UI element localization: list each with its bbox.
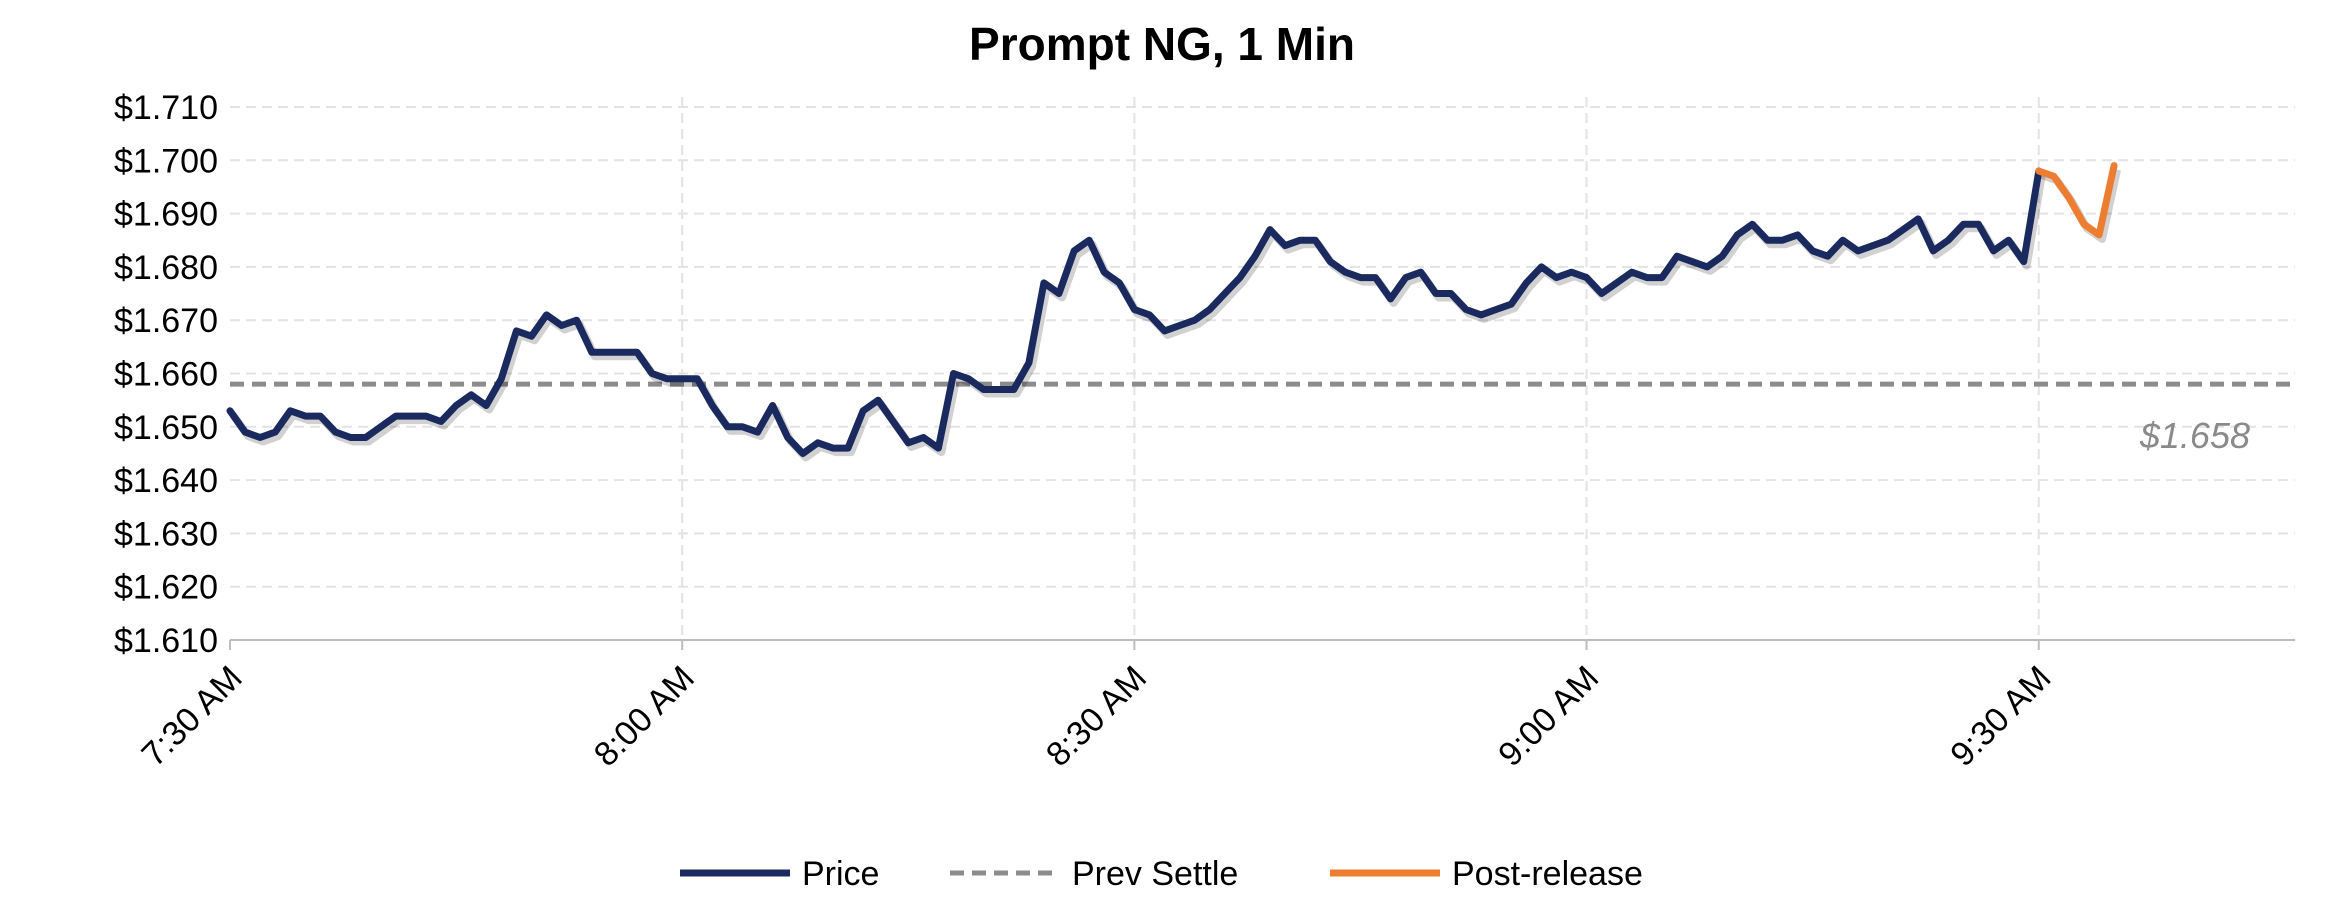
y-tick-label: $1.660	[114, 356, 218, 394]
x-tick-label: 8:30 AM	[1039, 659, 1154, 774]
post-release-series-line	[2035, 162, 2118, 239]
axes: $1.710 $1.700 $1.690 $1.680 $1.670 $1.660 $1.6…	[114, 89, 2295, 774]
y-tick-label: $1.710	[114, 89, 218, 127]
y-tick-label: $1.650	[114, 409, 218, 447]
x-tick-label: 8:00 AM	[587, 659, 702, 774]
y-tick-label: $1.680	[114, 249, 218, 287]
prev-settle-label: $1.658	[2139, 415, 2250, 456]
x-tick-label: 9:00 AM	[1491, 659, 1606, 774]
y-tick-label: $1.610	[114, 622, 218, 660]
x-tick-label: 9:30 AM	[1943, 659, 2058, 774]
legend-price-label: Price	[802, 855, 879, 893]
legend: Price Prev Settle Post-release	[680, 855, 1643, 893]
legend-post-release-label: Post-release	[1452, 855, 1643, 893]
gridlines	[230, 97, 2295, 640]
price-series-line	[226, 167, 2043, 457]
series-layer	[226, 162, 2122, 462]
y-tick-label: $1.690	[114, 196, 218, 234]
y-tick-label: $1.700	[114, 142, 218, 180]
x-tick-label: 7:30 AM	[135, 659, 250, 774]
legend-prev-settle-label: Prev Settle	[1072, 855, 1238, 893]
y-tick-label: $1.640	[114, 462, 218, 500]
chart-title: Prompt NG, 1 Min	[969, 18, 1355, 70]
y-tick-label: $1.670	[114, 302, 218, 340]
price-series-line-shadow	[229, 174, 2046, 462]
y-tick-label: $1.630	[114, 515, 218, 553]
y-tick-label: $1.620	[114, 569, 218, 607]
